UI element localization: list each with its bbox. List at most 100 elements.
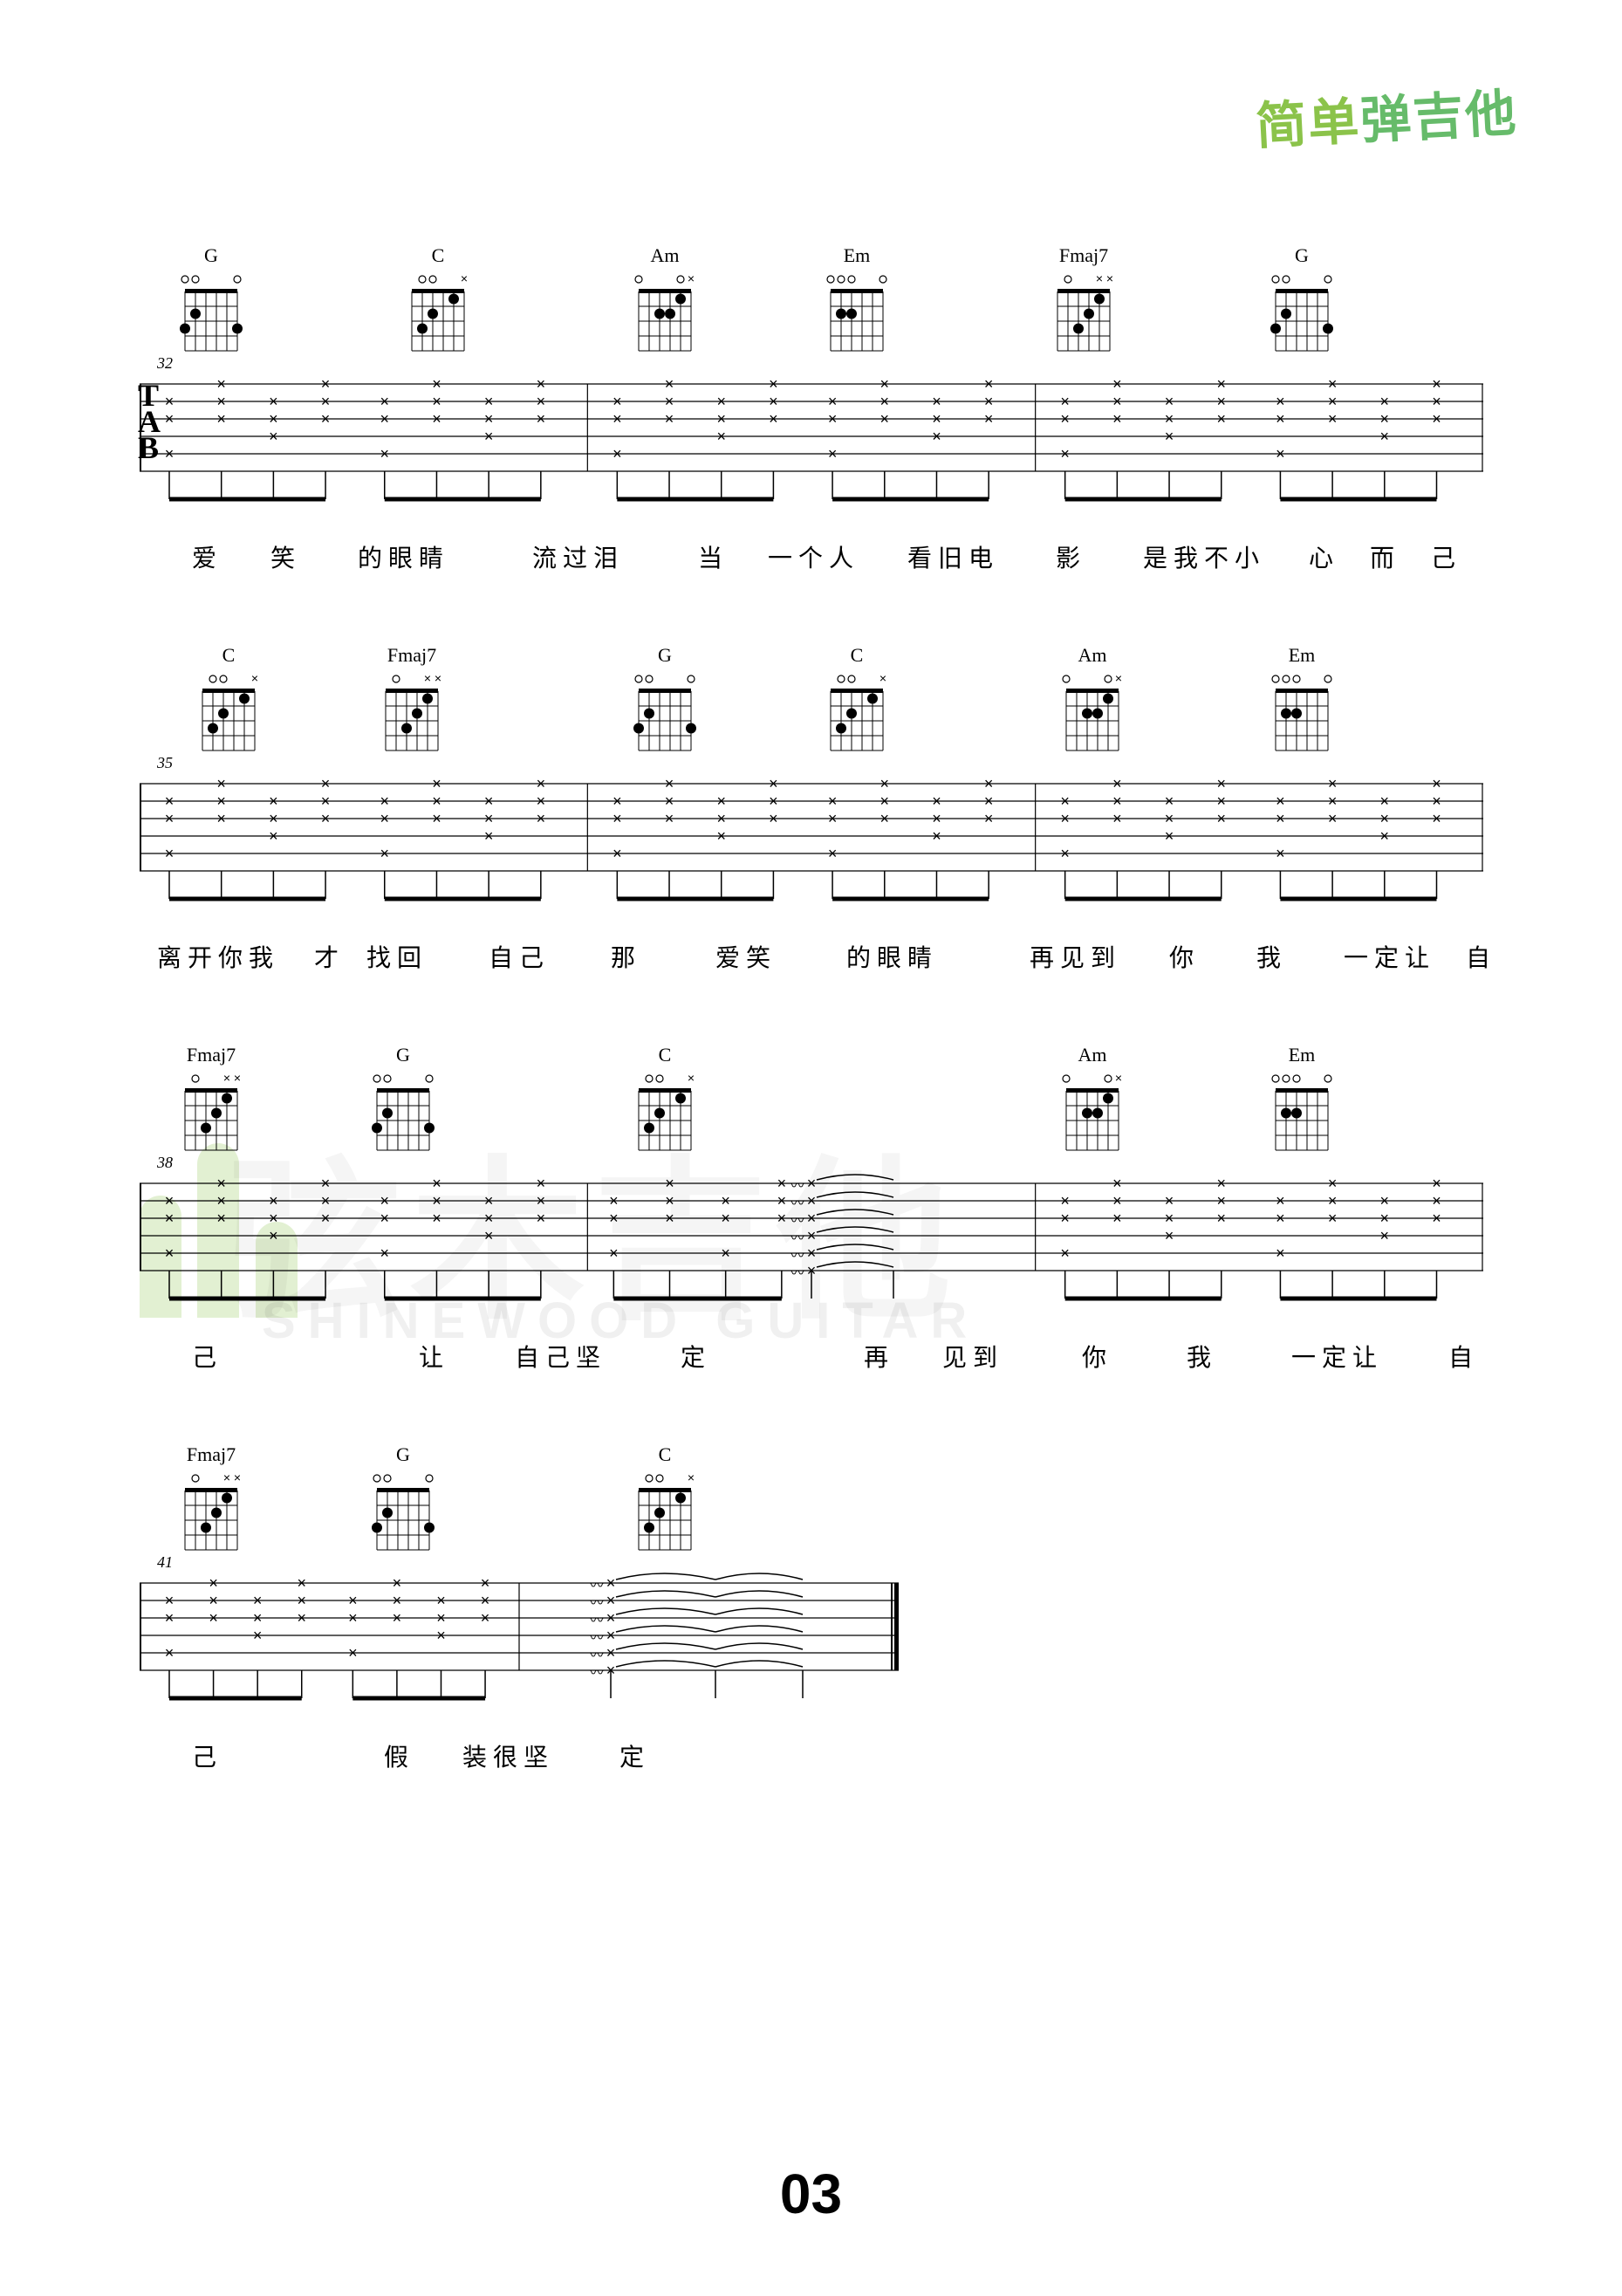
- svg-text:〰: 〰: [790, 1179, 804, 1194]
- svg-text:×: ×: [165, 1210, 175, 1227]
- chord-diagram: [1265, 670, 1338, 762]
- svg-text:×: ×: [1328, 1192, 1338, 1210]
- svg-text:×: ×: [484, 810, 494, 827]
- svg-text:×: ×: [1216, 410, 1226, 428]
- svg-text:×: ×: [1060, 445, 1070, 463]
- chord-name: G: [396, 1044, 410, 1066]
- svg-text:〰: 〰: [590, 1666, 604, 1681]
- chord-name: G: [1295, 244, 1309, 267]
- svg-text:×: ×: [1276, 845, 1285, 862]
- svg-text:×: ×: [609, 1192, 619, 1210]
- chord-diagram: [628, 670, 701, 762]
- lyrics-row: 爱笑的 眼 睛流 过 泪当一 个 人看 旧 电影是 我 不 小心而己: [140, 539, 1482, 574]
- svg-text:×: ×: [769, 410, 778, 428]
- lyric: 假: [384, 1738, 408, 1773]
- chord-block: Am×: [1056, 644, 1129, 762]
- svg-text:×: ×: [1380, 1210, 1390, 1227]
- svg-text:×: ×: [484, 1192, 494, 1210]
- chord-diagram: ×: [628, 1070, 701, 1162]
- lyric: 己: [192, 1738, 216, 1773]
- svg-text:×: ×: [1380, 792, 1390, 810]
- svg-text:×: ×: [1112, 1192, 1122, 1210]
- page: 简单弹吉他 弦木吉他 SHINEWOOD GUITAR GC×Am×EmFmaj…: [0, 0, 1622, 2296]
- svg-text:×: ×: [165, 1644, 175, 1662]
- svg-text:×: ×: [216, 810, 226, 827]
- svg-text:×: ×: [216, 775, 226, 792]
- svg-text:×: ×: [609, 1244, 619, 1262]
- chord-name: C: [851, 644, 864, 667]
- chord-row: C×Fmaj7××GC×Am×Em: [140, 644, 1482, 766]
- chord-diagram: ×: [1056, 670, 1129, 762]
- bar-number: 35: [157, 754, 173, 772]
- svg-text:×: ×: [1165, 827, 1174, 845]
- svg-text:×: ×: [984, 810, 994, 827]
- lyric: 再 见 到: [1030, 939, 1115, 974]
- svg-text:×: ×: [932, 792, 941, 810]
- svg-text:×: ×: [432, 1192, 441, 1210]
- svg-text:×: ×: [984, 775, 994, 792]
- svg-text:×: ×: [1432, 775, 1441, 792]
- svg-text:×: ×: [253, 1592, 263, 1609]
- svg-text:×: ×: [880, 410, 890, 428]
- svg-text:×: ×: [1216, 792, 1226, 810]
- chord-block: G: [175, 244, 248, 362]
- chord-block: C×: [628, 1044, 701, 1162]
- svg-text:×: ×: [807, 1244, 817, 1262]
- svg-text:×: ×: [435, 671, 441, 685]
- svg-text:×: ×: [537, 410, 546, 428]
- system: Fmaj7××GC×41××××××××××××××××××××××××〰〰〰〰…: [140, 1443, 1482, 1773]
- svg-text:×: ×: [432, 410, 441, 428]
- svg-text:×: ×: [777, 1175, 787, 1192]
- chord-row: Fmaj7××GC×Am×Em: [140, 1044, 1482, 1166]
- svg-text:×: ×: [807, 1227, 817, 1244]
- svg-text:×: ×: [1432, 1210, 1441, 1227]
- chord-name: Fmaj7: [387, 644, 436, 667]
- svg-text:×: ×: [484, 1210, 494, 1227]
- svg-text:×: ×: [1380, 1227, 1390, 1244]
- svg-text:×: ×: [1328, 393, 1338, 410]
- svg-text:×: ×: [1276, 445, 1285, 463]
- svg-text:×: ×: [253, 1627, 263, 1644]
- svg-text:×: ×: [432, 810, 441, 827]
- svg-text:×: ×: [1432, 792, 1441, 810]
- svg-text:×: ×: [1112, 1175, 1122, 1192]
- svg-text:×: ×: [216, 1175, 226, 1192]
- svg-text:×: ×: [1112, 393, 1122, 410]
- svg-text:×: ×: [984, 410, 994, 428]
- tab-clef-icon: TAB: [138, 382, 161, 461]
- svg-text:×: ×: [165, 1609, 175, 1627]
- svg-text:×: ×: [234, 1470, 241, 1484]
- svg-text:×: ×: [537, 810, 546, 827]
- svg-text:×: ×: [716, 810, 726, 827]
- chord-block: Fmaj7××: [1047, 244, 1120, 362]
- svg-text:×: ×: [769, 375, 778, 393]
- svg-text:×: ×: [393, 1574, 402, 1592]
- chord-diagram: ×: [1056, 1070, 1129, 1162]
- chord-block: Em: [1265, 644, 1338, 762]
- svg-text:×: ×: [807, 1210, 817, 1227]
- svg-text:×: ×: [380, 792, 390, 810]
- svg-text:×: ×: [321, 1192, 331, 1210]
- chord-block: Am×: [1056, 1044, 1129, 1162]
- svg-text:×: ×: [165, 810, 175, 827]
- svg-text:×: ×: [484, 1227, 494, 1244]
- svg-text:×: ×: [1060, 792, 1070, 810]
- svg-text:×: ×: [269, 410, 278, 428]
- tab-staff: ××××××××××××××××××××××××××××××××××××〰〰〰〰…: [140, 1173, 1482, 1312]
- svg-text:×: ×: [432, 375, 441, 393]
- lyric: 自: [1448, 1339, 1473, 1374]
- svg-text:×: ×: [932, 827, 941, 845]
- lyric: 而: [1370, 539, 1394, 574]
- svg-text:×: ×: [321, 1175, 331, 1192]
- svg-text:×: ×: [481, 1574, 490, 1592]
- svg-text:×: ×: [269, 393, 278, 410]
- lyric: 当: [698, 539, 722, 574]
- svg-text:×: ×: [209, 1592, 218, 1609]
- svg-text:×: ×: [165, 393, 175, 410]
- tab-staff: ××××××××××××××××××××××××〰〰〰〰〰〰××××××: [140, 1573, 1482, 1712]
- chord-diagram: ××: [1047, 271, 1120, 362]
- lyric: 找 回: [366, 939, 421, 974]
- svg-text:×: ×: [484, 827, 494, 845]
- svg-text:×: ×: [1328, 1210, 1338, 1227]
- svg-text:×: ×: [1060, 810, 1070, 827]
